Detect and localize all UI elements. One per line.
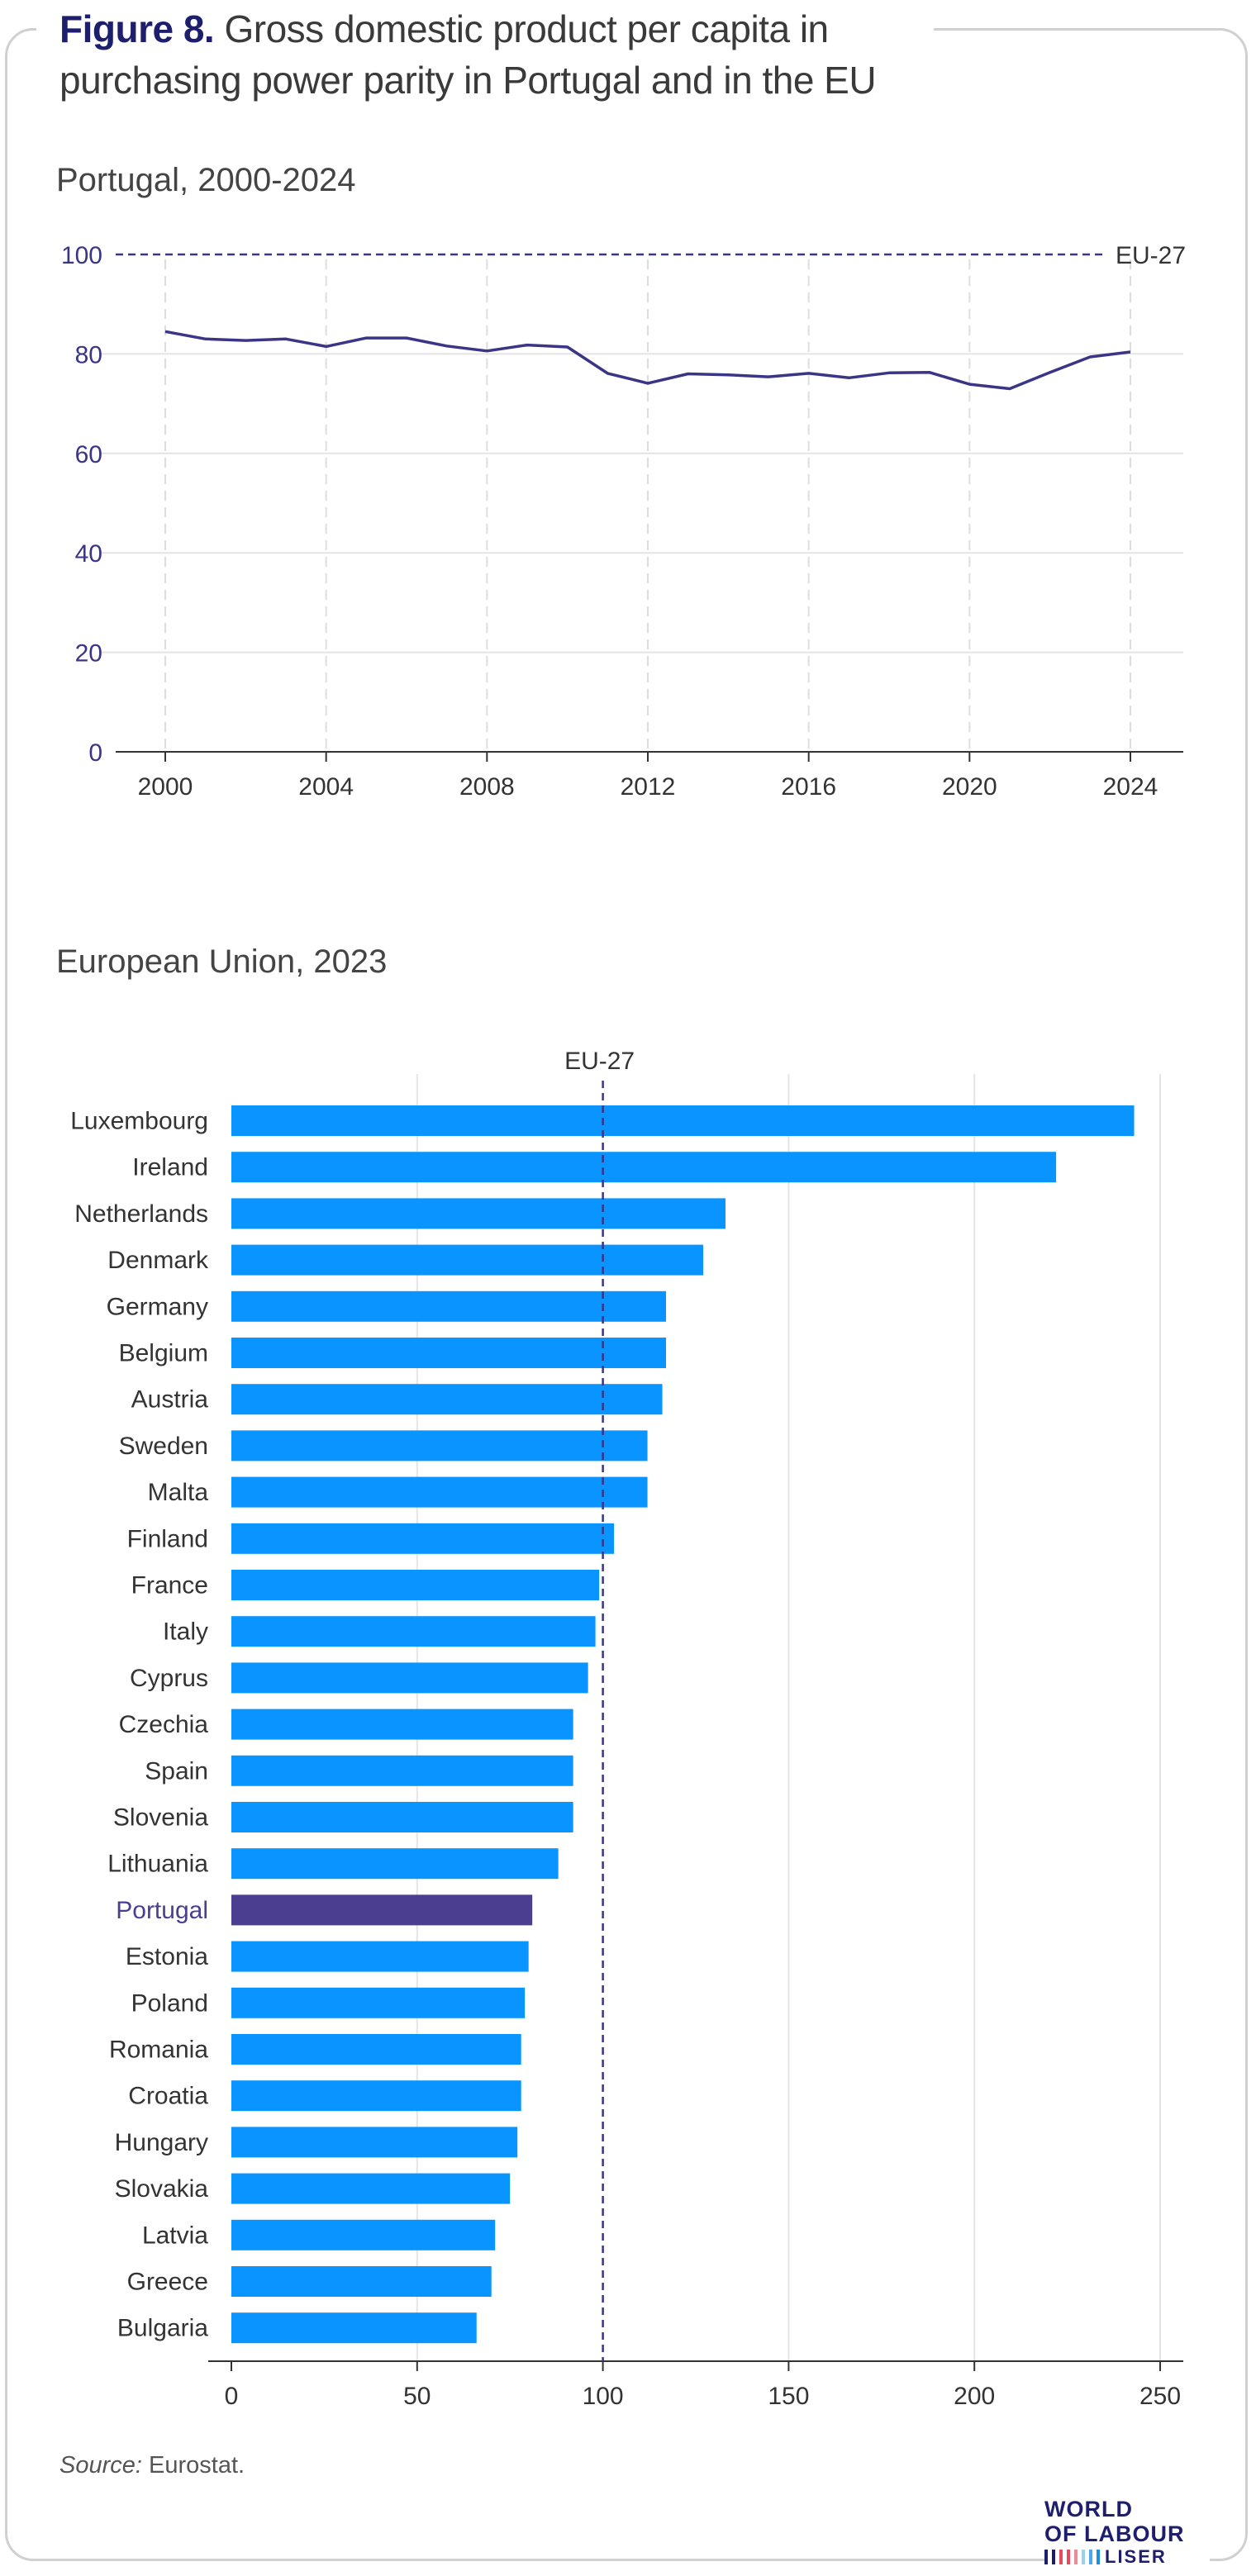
logo-bars-icon [1044, 2550, 1100, 2564]
portugal-series-line [164, 330, 1131, 391]
bar-france [231, 1570, 600, 1600]
bar-italy [231, 1616, 596, 1647]
line-ytick-label: 20 [75, 640, 102, 668]
bar-austria [231, 1384, 663, 1415]
world-of-labour-logo: WORLD OF LABOUR LISER [1044, 2497, 1210, 2568]
bar-label-romania: Romania [109, 2037, 208, 2064]
bar-label-estonia: Estonia [126, 1943, 208, 1970]
bar-finland [231, 1523, 615, 1554]
bar-bulgaria [231, 2312, 477, 2344]
bar-label-slovakia: Slovakia [115, 2175, 209, 2203]
bar-label-lithuania: Lithuania [107, 1851, 208, 1878]
bar-slovakia [231, 2173, 511, 2204]
bar-ireland [231, 1152, 1057, 1183]
title-line-2: purchasing power parity in Portugal and … [59, 59, 877, 102]
bar-malta [231, 1476, 648, 1508]
line-xtick-label: 2000 [138, 773, 193, 801]
bar-label-spain: Spain [145, 1757, 208, 1785]
bar-denmark [231, 1244, 703, 1276]
bar-belgium [231, 1338, 667, 1368]
bar-croatia [231, 2080, 521, 2112]
bar-luxembourg [231, 1105, 1135, 1136]
eu27-reference-label: EU-27 [1116, 242, 1186, 269]
line-ytick-label: 60 [75, 441, 102, 468]
bar-label-france: France [131, 1572, 208, 1599]
bar-label-latvia: Latvia [142, 2222, 208, 2249]
bar-xtick-label: 100 [583, 2383, 624, 2410]
bar-label-slovenia: Slovenia [113, 1804, 208, 1832]
line-ytick-label: 40 [75, 540, 102, 568]
bar-netherlands [231, 1198, 726, 1229]
bar-label-belgium: Belgium [119, 1340, 208, 1367]
source-label: Source: [59, 2452, 142, 2479]
bar-greece [231, 2266, 492, 2297]
logo-line-2: OF LABOUR [1044, 2521, 1185, 2546]
bar-eu27-reference-label: EU-27 [564, 1048, 635, 1075]
bar-hungary [231, 2127, 518, 2158]
line-ytick-label: 80 [75, 341, 102, 368]
bar-label-denmark: Denmark [107, 1247, 209, 1274]
line-xtick-label: 2016 [781, 773, 836, 801]
source-note: Source: Eurostat. [59, 2452, 245, 2479]
bar-label-germany: Germany [107, 1293, 208, 1320]
bar-xtick-label: 200 [954, 2383, 995, 2410]
source-text: Eurostat. [149, 2452, 245, 2479]
bar-label-sweden: Sweden [119, 1433, 208, 1460]
bar-cyprus [231, 1662, 588, 1694]
bar-label-greece: Greece [127, 2269, 208, 2296]
bar-label-italy: Italy [163, 1618, 208, 1646]
bar-label-czechia: Czechia [119, 1711, 209, 1738]
bar-chart-title: European Union, 2023 [56, 943, 388, 980]
line-xtick-label: 2024 [1103, 773, 1158, 801]
bar-label-malta: Malta [148, 1479, 209, 1506]
bar-latvia [231, 2219, 496, 2250]
bar-label-cyprus: Cyprus [130, 1665, 208, 1692]
bar-poland [231, 1987, 526, 2018]
bar-spain [231, 1755, 573, 1786]
bar-portugal [231, 1894, 533, 1926]
title-line-1: Gross domestic product per capita in [224, 7, 830, 50]
bar-label-finland: Finland [127, 1525, 208, 1552]
line-xtick-label: 2020 [942, 773, 997, 801]
line-xtick-label: 2004 [298, 773, 354, 801]
bar-label-bulgaria: Bulgaria [117, 2315, 208, 2342]
bar-lithuania [231, 1848, 559, 1880]
bar-label-luxembourg: Luxembourg [70, 1108, 208, 1135]
line-xtick-label: 2012 [621, 773, 676, 801]
bar-xtick-label: 0 [225, 2383, 239, 2410]
bar-germany [231, 1290, 667, 1322]
bar-label-croatia: Croatia [128, 2083, 208, 2110]
logo-line-1: WORLD [1044, 2497, 1133, 2521]
bar-xtick-label: 150 [768, 2383, 809, 2410]
bar-xtick-label: 250 [1139, 2383, 1181, 2410]
bar-slovenia [231, 1802, 573, 1832]
bar-romania [231, 2034, 521, 2065]
bar-label-ireland: Ireland [132, 1154, 208, 1181]
bar-label-poland: Poland [131, 1989, 208, 2017]
bar-label-austria: Austria [131, 1386, 209, 1414]
figure-title: Figure 8. Gross domestic product per cap… [36, 3, 934, 106]
bar-label-netherlands: Netherlands [74, 1200, 208, 1228]
line-chart-title: Portugal, 2000-2024 [56, 162, 356, 198]
bar-estonia [231, 1941, 529, 1972]
bar-sweden [231, 1430, 648, 1461]
bar-czechia [231, 1709, 573, 1740]
bar-xtick-label: 50 [403, 2383, 431, 2410]
line-ytick-label: 0 [88, 739, 102, 767]
line-ytick-label: 100 [61, 242, 102, 269]
line-xtick-label: 2008 [459, 773, 515, 801]
bar-label-hungary: Hungary [115, 2129, 208, 2156]
figure-label: Figure 8. [59, 7, 215, 50]
logo-line-3: LISER [1105, 2546, 1167, 2567]
bar-label-portugal: Portugal [116, 1897, 208, 1924]
